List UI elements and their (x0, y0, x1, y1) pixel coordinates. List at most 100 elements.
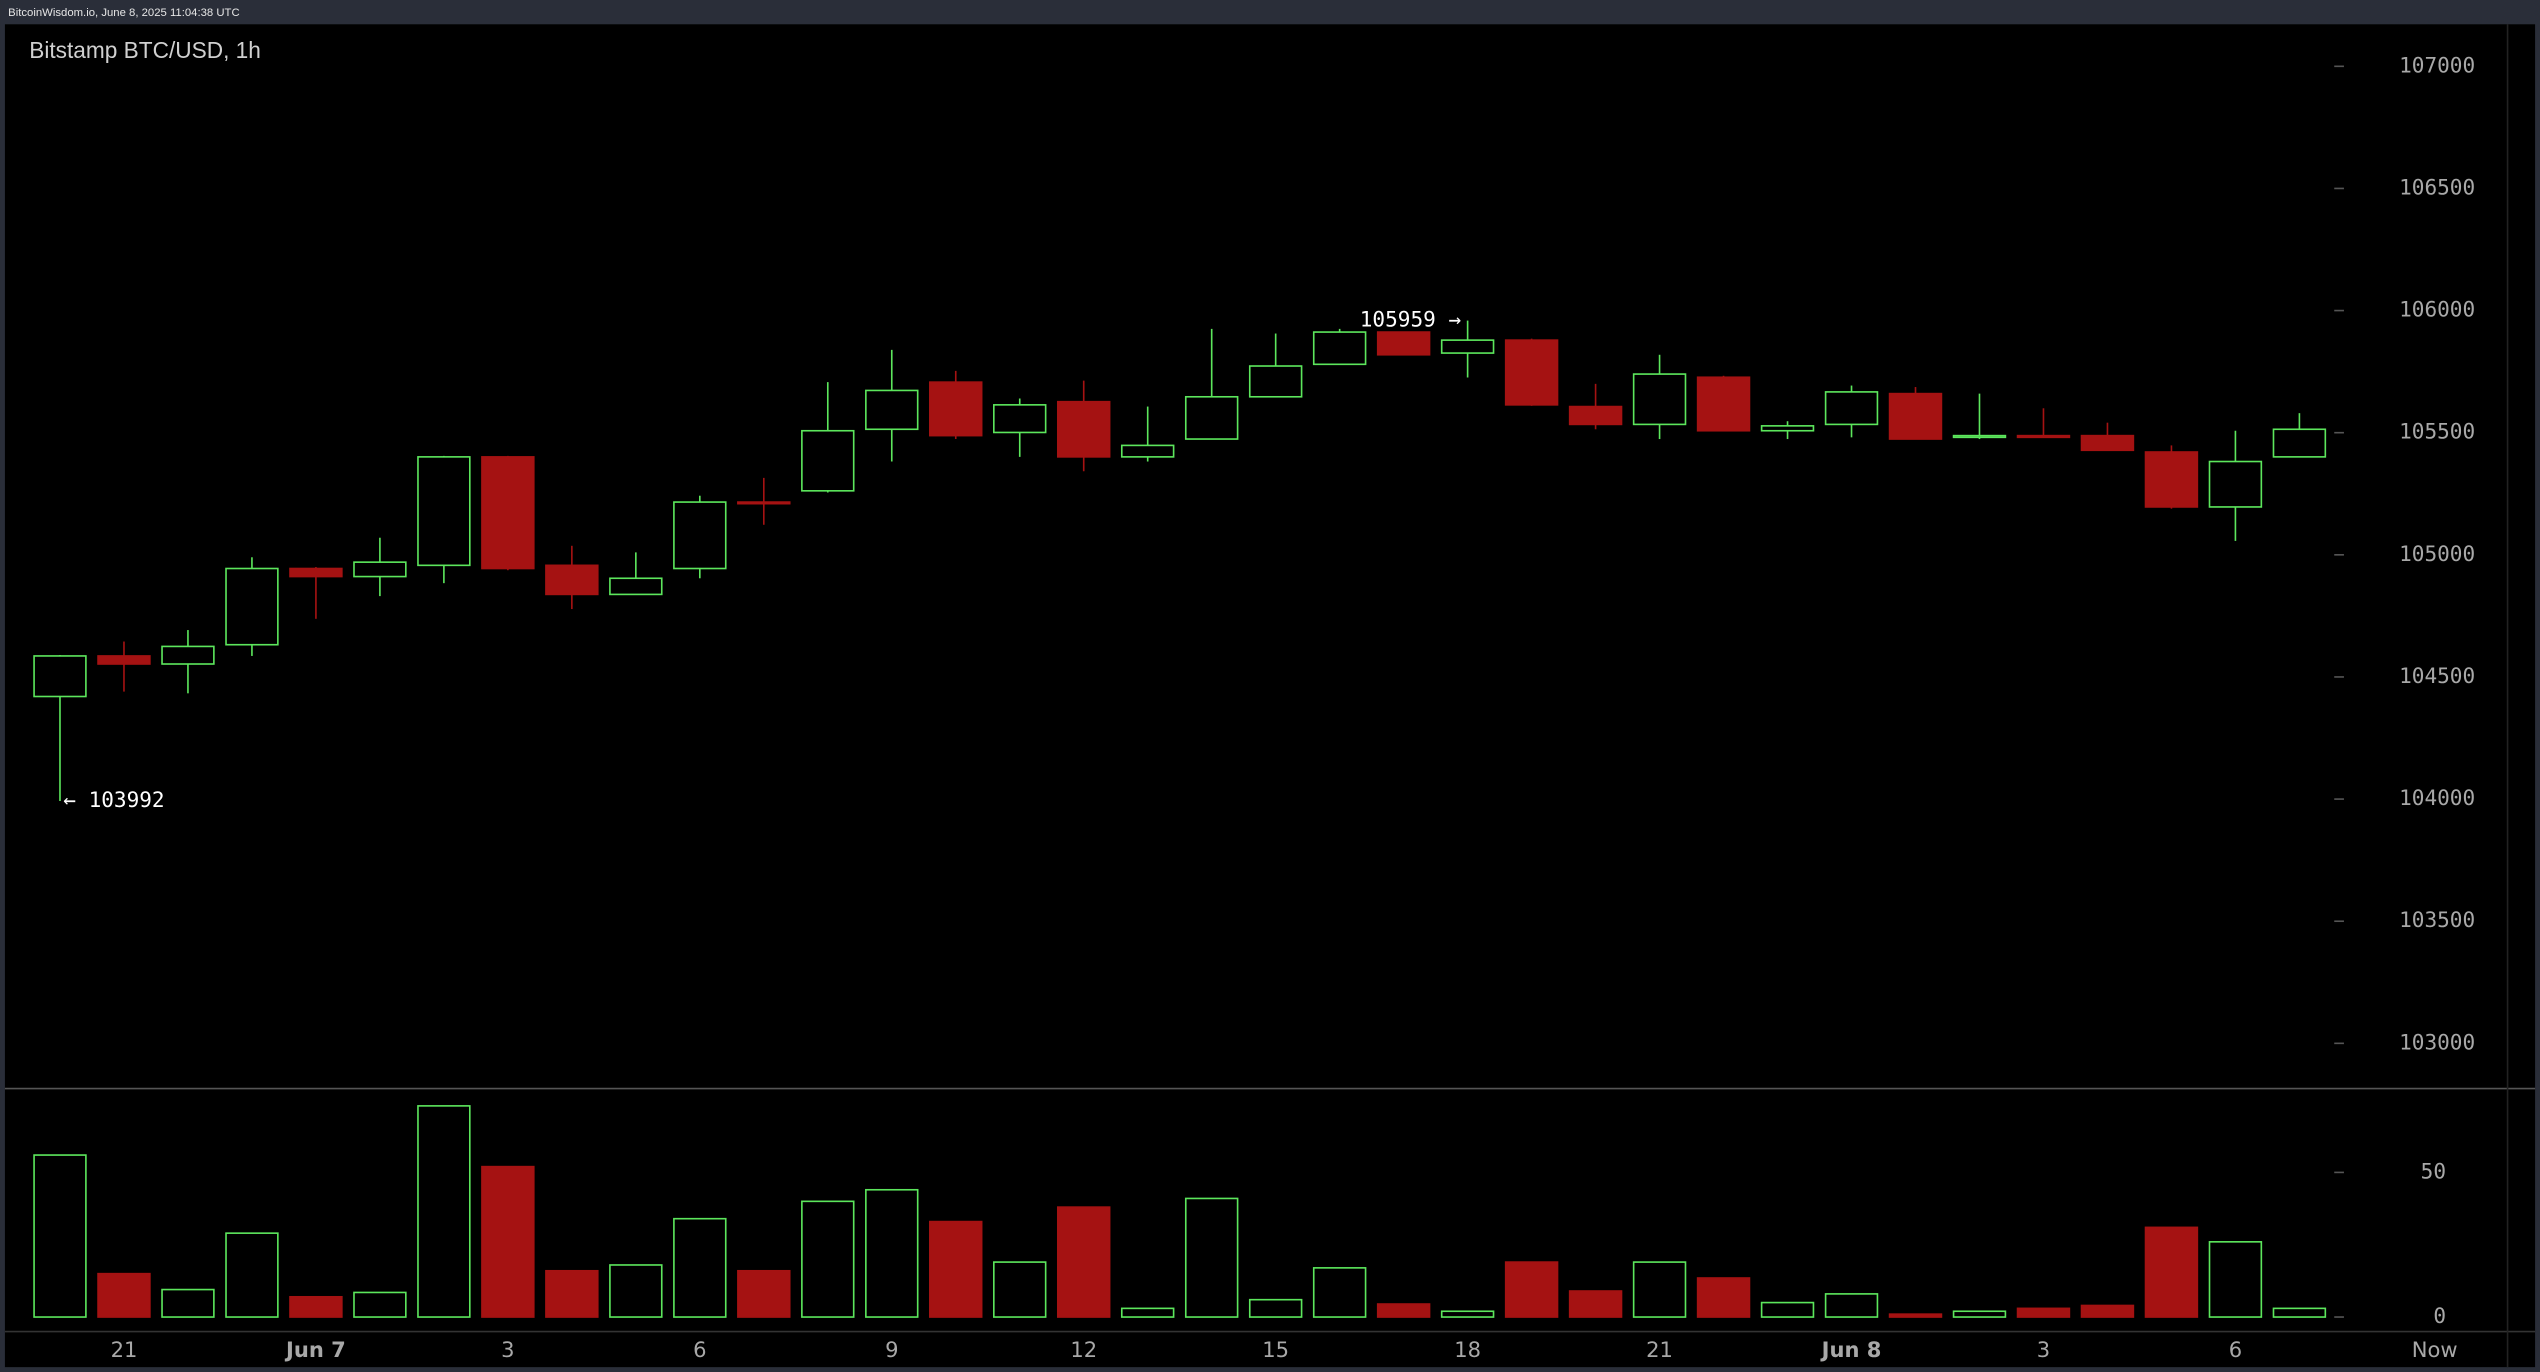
volume-bar (1696, 1277, 1751, 1318)
volume-bar (1312, 1267, 1367, 1318)
volume-bar (161, 1288, 215, 1318)
x-tick-label: 6 (693, 1337, 706, 1362)
candle-body (1248, 365, 1303, 398)
candle-body (225, 567, 279, 646)
volume-bar (289, 1295, 343, 1318)
volume-bar (1120, 1307, 1175, 1318)
annotation: ← 103992 (63, 787, 164, 812)
chart-title: Bitstamp BTC/USD, 1h (29, 37, 261, 63)
candle-body (1504, 339, 1559, 406)
candle-body (417, 456, 471, 567)
x-tick-label: 3 (501, 1337, 514, 1362)
x-tick-label: 12 (1070, 1337, 1097, 1362)
volume-bar (1248, 1298, 1303, 1318)
volume-bar (353, 1291, 407, 1318)
candle-body (1568, 405, 1623, 426)
x-tick-label: 18 (1454, 1337, 1481, 1362)
volume-bar (33, 1154, 87, 1318)
x-tick-label: 21 (111, 1337, 138, 1362)
candle-body (609, 577, 663, 596)
chart-background (4, 24, 2536, 1368)
candle-body (97, 655, 151, 665)
volume-bar (417, 1105, 471, 1318)
volume-bar (1184, 1197, 1239, 1318)
candle-body (801, 429, 855, 492)
volume-bar (673, 1217, 727, 1318)
volume-bar (1440, 1310, 1495, 1318)
volume-bar (97, 1272, 151, 1318)
volume-bar (2272, 1307, 2327, 1318)
candle-body (1056, 400, 1111, 458)
candle-body (929, 381, 983, 437)
x-tick-label: 21 (1646, 1337, 1673, 1362)
y-tick-label: 106500 (2399, 174, 2475, 199)
y-tick-label: 104500 (2399, 663, 2475, 688)
volume-tick-label: 50 (2421, 1158, 2446, 1183)
volume-bar (225, 1232, 279, 1318)
y-tick-label: 104000 (2399, 785, 2475, 810)
candle-body (1632, 373, 1687, 426)
candle-body (1824, 391, 1879, 426)
candle-body (1440, 339, 1495, 354)
x-tick-label: Jun 7 (284, 1337, 346, 1362)
volume-bar (481, 1165, 535, 1318)
candle-body (1376, 331, 1431, 356)
candle-body (2208, 460, 2263, 508)
volume-bar (1888, 1313, 1943, 1318)
candle-body (545, 564, 599, 596)
x-tick-label: Jun 8 (1820, 1337, 1882, 1362)
candle-body (737, 501, 791, 505)
volume-bar (993, 1261, 1047, 1318)
x-tick-label: 15 (1262, 1337, 1289, 1362)
candle-body (1120, 444, 1175, 458)
candle-body (1696, 376, 1751, 432)
candle-body (993, 404, 1047, 434)
candle-body (673, 501, 727, 570)
now-label: Now (2412, 1337, 2458, 1362)
annotation: 105959 → (1360, 307, 1461, 332)
candle-body (1184, 395, 1239, 440)
candle-body (1312, 331, 1367, 366)
x-tick-label: 9 (885, 1337, 898, 1362)
volume-bar (545, 1269, 599, 1318)
volume-bar (2016, 1307, 2071, 1318)
candle-body (1888, 392, 1943, 440)
candle-body (2016, 434, 2071, 439)
volume-bar (1824, 1293, 1879, 1318)
y-tick-label: 106000 (2399, 297, 2475, 322)
volume-bar (1632, 1261, 1687, 1318)
candle-body (161, 645, 215, 665)
volume-bar (1568, 1290, 1623, 1318)
volume-bar (929, 1220, 983, 1318)
y-tick-label: 103500 (2399, 907, 2475, 932)
volume-bar (1952, 1310, 2007, 1318)
candle-body (2080, 434, 2135, 452)
x-tick-label: 6 (2229, 1337, 2242, 1362)
volume-bar (1504, 1261, 1559, 1318)
candle-body (33, 655, 87, 698)
x-tick-label: 3 (2037, 1337, 2050, 1362)
candle-body (1760, 425, 1815, 432)
volume-bar (801, 1200, 855, 1318)
volume-bar (1760, 1301, 1815, 1318)
y-tick-label: 105500 (2399, 419, 2475, 444)
candle-body (353, 561, 407, 578)
volume-bar (1056, 1206, 1111, 1318)
candle-body (2272, 428, 2327, 458)
volume-bar (737, 1269, 791, 1318)
volume-bar (865, 1188, 919, 1318)
header: BitcoinWisdom.io, June 8, 2025 11:04:38 … (8, 7, 240, 19)
candle-body (1952, 434, 2007, 439)
y-tick-label: 105000 (2399, 541, 2475, 566)
volume-bar (1376, 1303, 1431, 1318)
volume-bar (609, 1264, 663, 1318)
volume-bar (2208, 1241, 2263, 1318)
candle-body (481, 456, 535, 570)
volume-bar (2144, 1226, 2199, 1318)
candle-body (2144, 451, 2199, 508)
volume-bar (2080, 1304, 2135, 1318)
y-tick-label: 103000 (2399, 1029, 2475, 1054)
candle-body (289, 567, 343, 578)
